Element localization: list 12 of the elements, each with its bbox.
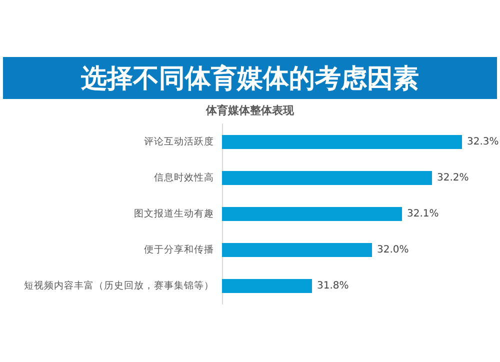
y-tick-label: 便于分享和传播: [144, 244, 214, 256]
data-label: 32.3%: [467, 136, 499, 148]
y-tick-label: 图文报道生动有趣: [134, 208, 214, 220]
y-tick-label: 评论互动活跃度: [144, 136, 214, 148]
data-label: 32.1%: [407, 208, 439, 220]
chart-subtitle: 体育媒体整体表现: [205, 104, 295, 117]
y-tick-label: 短视频内容丰富（历史回放，赛事集锦等）: [24, 280, 214, 292]
chart-title: 选择不同体育媒体的考虑因素: [80, 63, 419, 94]
data-label: 32.0%: [377, 244, 409, 256]
data-label: 31.8%: [317, 280, 349, 292]
data-label: 32.2%: [437, 172, 469, 184]
y-tick-label: 信息时效性高: [154, 172, 214, 184]
